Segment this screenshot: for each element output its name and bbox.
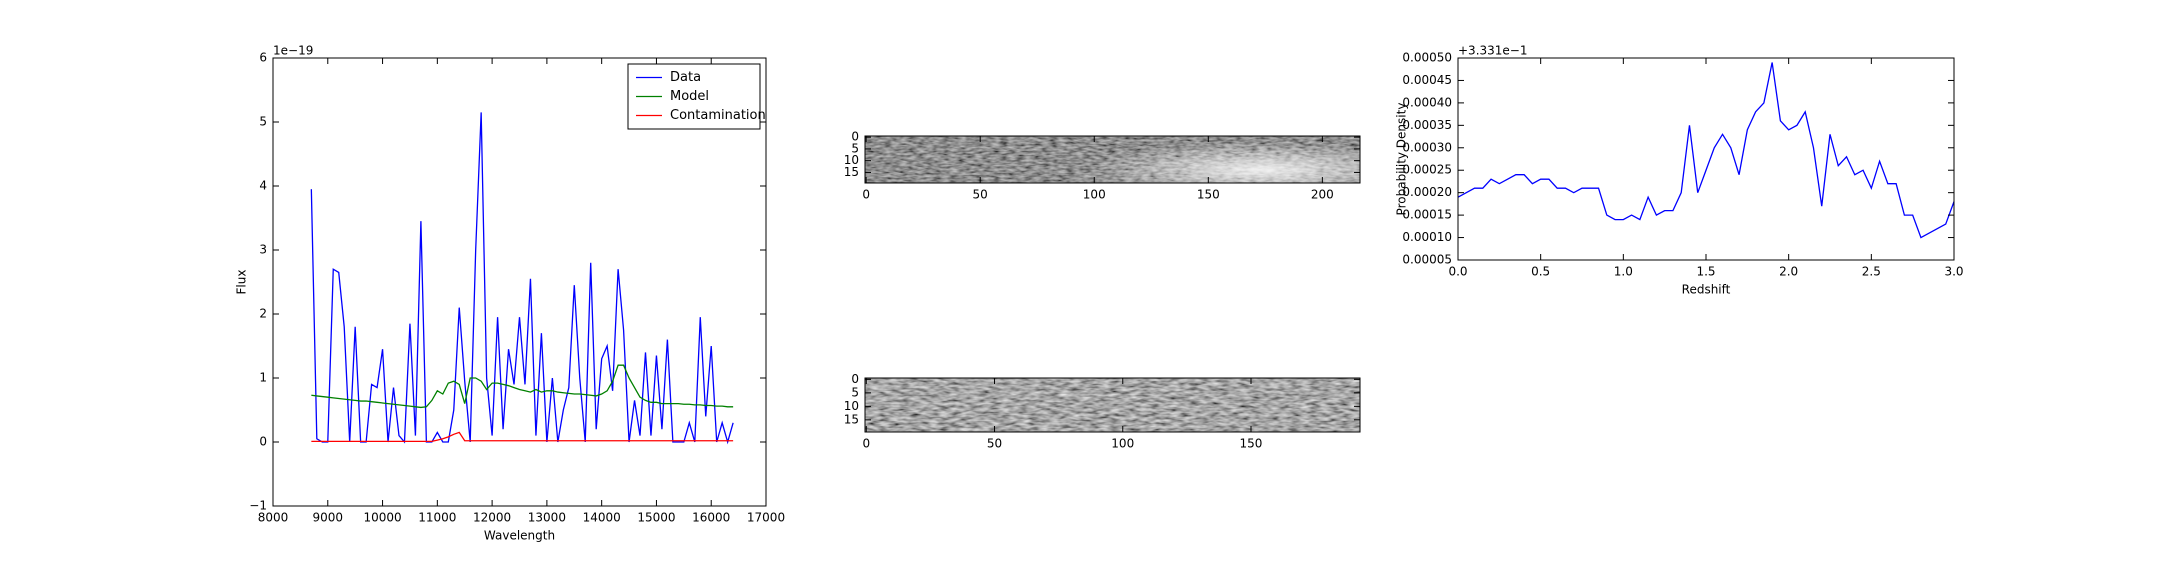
x-tick-label: 50 [987,437,1002,451]
x-tick-label: 1.5 [1696,265,1715,279]
x-tick-label: 9000 [313,511,344,525]
data-line [310,112,734,445]
y-tick-label: 0.00015 [1402,208,1452,222]
data-line [311,364,734,409]
y-tick-label: 6 [259,51,267,65]
y-axis-label: Probability Density [1395,103,1409,216]
y-tick-label: 0.00005 [1402,253,1452,267]
x-tick-label: 0 [862,437,870,451]
y-tick-label: 15 [844,412,859,426]
y-tick-label: 10 [844,399,859,413]
axes-frame [1457,57,1955,261]
y-axis-label: Flux [235,270,249,295]
x-tick-label: 150 [1240,437,1263,451]
x-tick-label: 3.0 [1944,265,1963,279]
x-axis-label: Redshift [1682,283,1731,297]
x-tick-label: 13000 [528,511,566,525]
y-tick-label: 0.00030 [1402,140,1452,154]
legend: Data Model Contamination [627,63,766,130]
y-tick-label: 5 [259,115,267,129]
x-tick-label: 2.5 [1862,265,1881,279]
y-tick-label: 5 [851,141,859,155]
x-tick-label: 14000 [583,511,621,525]
offset-text: +3.331e−1 [1458,44,1527,58]
y-tick-label: 0.00010 [1402,230,1452,244]
y-tick-label: 1 [259,371,267,385]
x-tick-label: 15000 [637,511,675,525]
y-tick-label: 0.00050 [1402,51,1452,65]
y-tick-label: 0 [851,372,859,386]
x-tick-label: 2.0 [1779,265,1798,279]
x-tick-label: 16000 [692,511,730,525]
y-tick-label: 0.00025 [1402,163,1452,177]
y-tick-label: 5 [851,385,859,399]
y-tick-label: 4 [259,179,267,193]
x-tick-label: 100 [1111,437,1134,451]
x-tick-label: 8000 [258,511,289,525]
x-tick-label: 10000 [363,511,401,525]
y-tick-label: 0 [259,435,267,449]
x-tick-label: 0.0 [1448,265,1467,279]
offset-text: 1e−19 [273,44,313,58]
legend-label: Contamination [670,108,766,123]
x-axis-label: Wavelength [484,529,555,543]
image-highlight [865,136,1360,183]
x-tick-label: 12000 [473,511,511,525]
x-tick-label: 11000 [418,511,456,525]
axes-frame [864,135,1361,184]
x-tick-label: 150 [1197,188,1220,202]
y-tick-label: −1 [249,499,267,513]
image-pixels [865,378,1360,432]
axes-frame [864,377,1361,433]
x-tick-label: 200 [1311,188,1334,202]
x-tick-label: 1.0 [1614,265,1633,279]
axes-frame [272,57,767,507]
y-tick-label: 10 [844,153,859,167]
y-tick-label: 0.00045 [1402,73,1452,87]
data-line [1457,62,1955,239]
y-tick-label: 15 [844,165,859,179]
y-tick-label: 0 [851,130,859,144]
x-tick-label: 0.5 [1531,265,1550,279]
x-tick-label: 17000 [747,511,785,525]
data-line [311,431,734,443]
y-tick-label: 0.00040 [1402,95,1452,109]
x-tick-label: 100 [1083,188,1106,202]
legend-label: Data [670,70,701,85]
y-tick-label: 2 [259,307,267,321]
legend-label: Model [670,89,709,104]
y-tick-label: 3 [259,243,267,257]
y-tick-label: 0.00035 [1402,118,1452,132]
y-tick-label: 0.00020 [1402,185,1452,199]
x-tick-label: 0 [862,188,870,202]
x-tick-label: 50 [973,188,988,202]
